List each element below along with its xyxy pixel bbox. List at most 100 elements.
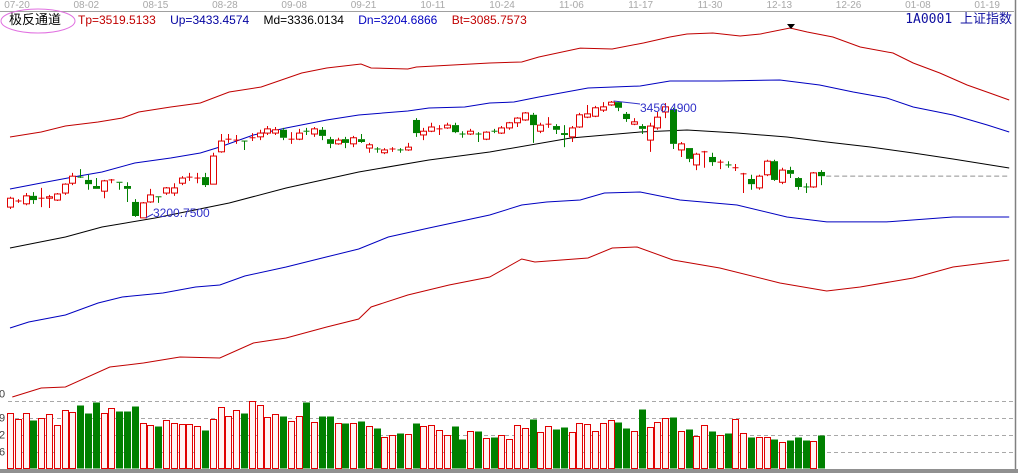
candle-body	[366, 144, 373, 149]
candle	[69, 172, 76, 186]
candle	[748, 174, 755, 190]
candle	[397, 148, 404, 153]
volume-bar	[506, 439, 513, 469]
candle	[600, 102, 607, 112]
low-label: 3200.7500	[153, 206, 210, 220]
candle	[795, 177, 802, 190]
volume-bar	[686, 429, 693, 469]
candle	[155, 196, 162, 203]
candle-body	[218, 140, 225, 153]
band-line-md	[9, 129, 1010, 249]
candle	[303, 127, 310, 135]
candle-body	[54, 193, 61, 201]
volume-bar	[155, 426, 162, 469]
candle	[389, 147, 396, 152]
date-axis: 07-20 08-02 08-15 08-28 09-08 09-21 10-11 10-24…	[0, 0, 1014, 12]
candle-body	[62, 183, 69, 194]
volume-bar	[249, 401, 256, 469]
candle	[241, 140, 248, 150]
candle-body	[693, 153, 700, 166]
candlesticks	[7, 100, 1008, 219]
candle	[7, 196, 14, 209]
volume-bar	[241, 413, 248, 469]
candle	[327, 136, 334, 149]
candle	[374, 147, 381, 153]
band-line-up	[9, 79, 1010, 190]
volume-grid: 0 9 2 6	[0, 389, 1014, 459]
candle	[678, 141, 685, 157]
candle	[686, 148, 693, 163]
candle-body	[631, 121, 638, 125]
candle	[194, 172, 201, 184]
candle	[46, 194, 53, 209]
candle-body	[93, 186, 100, 189]
volume-bar	[335, 423, 342, 469]
title-ellipse	[0, 8, 76, 34]
low-leader-line	[145, 213, 154, 219]
volume-bar	[381, 437, 388, 469]
volume-bar	[491, 437, 498, 469]
volume-bar	[7, 413, 14, 469]
candle	[569, 126, 576, 142]
candle	[537, 122, 544, 134]
candle-body	[327, 139, 334, 144]
candle-body	[576, 114, 583, 128]
volume-bar	[717, 435, 724, 469]
candle	[818, 170, 825, 186]
candle	[124, 182, 131, 202]
volume-bar	[709, 431, 716, 469]
candle	[701, 150, 708, 168]
candle-body	[818, 171, 825, 177]
candle-body	[413, 119, 420, 134]
candle	[350, 135, 357, 148]
candle-body	[498, 127, 505, 134]
candle	[257, 129, 264, 141]
volume-bar	[818, 435, 825, 469]
volume-bar	[748, 437, 755, 469]
volume-bar	[615, 422, 622, 469]
candle-body	[171, 187, 178, 194]
candle	[38, 187, 45, 208]
candle-body	[179, 177, 186, 184]
date-tick-label: 08-28	[212, 0, 238, 11]
volume-bar	[693, 436, 700, 469]
volume-bar	[725, 433, 732, 469]
volume-bar	[132, 406, 139, 469]
candle	[366, 142, 373, 153]
candle	[179, 176, 186, 186]
high-leader-line	[613, 100, 641, 105]
volume-bar	[420, 426, 427, 469]
volume-bar	[296, 416, 303, 469]
candle-body	[85, 179, 92, 185]
candle-body	[210, 155, 217, 185]
volume-bar	[233, 410, 240, 469]
volume-bar	[787, 440, 794, 469]
candle	[272, 126, 279, 135]
candle-body	[335, 139, 342, 145]
volume-bar	[639, 409, 646, 469]
candle-body	[272, 129, 279, 134]
volume-bar	[678, 431, 685, 469]
indicator-title[interactable]: 极反通道	[9, 12, 62, 27]
volume-bar	[756, 437, 763, 469]
candle-body	[452, 125, 459, 133]
candle-body	[686, 148, 693, 159]
candle-body	[444, 124, 451, 129]
volume-axis-label: 9	[0, 413, 5, 425]
candle	[639, 124, 646, 135]
candle-body	[600, 106, 607, 111]
volume-bar	[459, 439, 466, 469]
volume-bar	[389, 435, 396, 469]
candle-body	[584, 113, 591, 118]
volume-bar	[764, 437, 771, 469]
candle-body	[101, 180, 108, 192]
candle-body	[69, 175, 76, 184]
volume-bar	[569, 432, 576, 469]
candle	[15, 199, 22, 203]
date-tick-label: 09-21	[351, 0, 377, 11]
candle	[311, 126, 318, 137]
volume-bar	[810, 441, 817, 469]
candle	[717, 159, 724, 170]
candle	[54, 193, 61, 202]
